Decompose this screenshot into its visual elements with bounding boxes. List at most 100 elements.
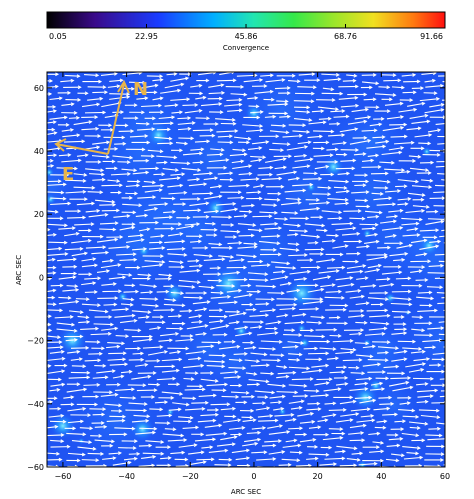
vector-arrow	[47, 309, 63, 312]
vector-arrow-head-icon	[198, 83, 203, 88]
vector-arrow	[104, 114, 118, 119]
vector-arrow-head-icon	[220, 83, 225, 88]
vector-arrow-head-icon	[335, 356, 340, 361]
vector-arrow-head-icon	[384, 255, 389, 260]
vector-arrow	[132, 171, 149, 175]
vector-arrow	[274, 414, 294, 417]
vector-arrow	[391, 453, 404, 457]
vector-arrow	[354, 382, 368, 386]
vector-arrow	[303, 347, 318, 350]
vector-arrow-head-icon	[406, 401, 411, 406]
vector-arrow-head-icon	[312, 85, 317, 90]
vector-arrow-head-icon	[205, 78, 210, 83]
vector-arrow-head-icon	[170, 284, 175, 289]
vector-arrow-head-icon	[60, 439, 65, 444]
vector-arrow	[73, 173, 87, 176]
vector-arrow	[56, 167, 77, 170]
vector-arrow-head-icon	[342, 307, 347, 312]
vector-arrow-head-icon	[400, 146, 405, 150]
vector-arrow-head-icon	[93, 290, 98, 294]
vector-arrow-head-icon	[143, 247, 148, 251]
vector-arrow	[377, 351, 389, 354]
vector-arrow-head-icon	[91, 185, 96, 190]
vector-arrow-head-icon	[52, 271, 57, 275]
vector-arrow-head-icon	[198, 234, 203, 239]
vector-arrow	[279, 282, 291, 286]
vector-arrow	[122, 203, 142, 206]
vector-arrow	[100, 73, 117, 77]
vector-arrow	[187, 260, 199, 262]
vector-arrow	[349, 217, 365, 220]
vector-arrow	[265, 158, 286, 163]
vector-arrow	[349, 139, 371, 145]
mottle	[152, 96, 275, 220]
vector-arrow-head-icon	[374, 222, 379, 227]
vector-arrow-head-icon	[102, 85, 107, 90]
vector-arrow	[92, 179, 105, 181]
vector-arrow-head-icon	[61, 382, 66, 387]
vector-arrow-head-icon	[294, 232, 299, 237]
vector-arrow-head-icon	[137, 328, 142, 333]
vector-arrow	[397, 198, 411, 201]
vector-arrow-head-icon	[52, 288, 57, 293]
vector-arrow	[129, 135, 148, 138]
vector-arrow	[148, 203, 168, 206]
vector-arrow	[231, 160, 244, 164]
vector-arrow-head-icon	[274, 331, 279, 335]
vector-arrow-head-icon	[355, 365, 360, 370]
vector-arrow	[58, 296, 71, 299]
vector-arrow-head-icon	[171, 364, 176, 369]
vector-arrow	[264, 198, 280, 201]
vector-arrow	[376, 420, 387, 423]
vector-arrow	[420, 179, 433, 182]
vector-arrow	[408, 368, 424, 373]
vector-arrow	[114, 314, 135, 318]
vector-arrow	[47, 234, 56, 236]
vector-arrow	[182, 152, 203, 156]
vector-arrow	[291, 378, 313, 381]
vector-arrow	[329, 371, 345, 374]
vector-arrow-head-icon	[102, 407, 107, 411]
vector-arrow-head-icon	[219, 319, 224, 323]
vector-arrow-head-icon	[134, 191, 139, 196]
vector-arrow-head-icon	[280, 353, 285, 358]
vector-arrow	[339, 464, 357, 467]
vector-arrow-head-icon	[59, 308, 64, 313]
vector-arrow-head-icon	[221, 257, 226, 262]
vector-arrow-head-icon	[345, 189, 350, 194]
vector-arrow	[241, 204, 254, 207]
vector-arrow	[62, 289, 79, 292]
vector-arrow	[175, 338, 194, 342]
vector-arrow	[132, 352, 144, 355]
vector-arrow	[351, 108, 369, 113]
vector-arrow	[120, 303, 133, 306]
vector-arrow-head-icon	[403, 331, 408, 336]
vector-arrow	[370, 321, 389, 325]
vector-arrow-head-icon	[343, 365, 348, 370]
vector-arrow-head-icon	[179, 148, 183, 153]
vector-arrow	[372, 136, 385, 139]
vector-arrow	[303, 389, 319, 392]
vector-arrow-head-icon	[49, 400, 54, 404]
vector-arrow	[391, 358, 407, 362]
vector-arrow-head-icon	[233, 435, 238, 439]
vector-arrow	[258, 419, 278, 422]
vector-arrow-head-icon	[311, 420, 316, 424]
vector-arrow	[264, 440, 281, 443]
vector-arrow	[288, 366, 310, 370]
vector-arrow	[226, 289, 242, 293]
vector-arrow-head-icon	[413, 107, 418, 112]
vector-arrow-head-icon	[325, 140, 330, 145]
vector-arrow	[321, 210, 342, 214]
vector-arrow	[260, 74, 273, 77]
vector-arrow	[231, 391, 249, 394]
vector-arrow	[424, 79, 436, 83]
vector-arrow	[170, 161, 190, 165]
vector-arrow-head-icon	[212, 418, 217, 423]
vector-arrow-head-icon	[276, 234, 281, 238]
vector-arrow	[47, 272, 56, 275]
vector-arrow	[188, 315, 202, 319]
vector-arrow-head-icon	[318, 320, 323, 325]
vector-arrow	[331, 222, 353, 225]
vector-arrow-head-icon	[454, 427, 457, 430]
